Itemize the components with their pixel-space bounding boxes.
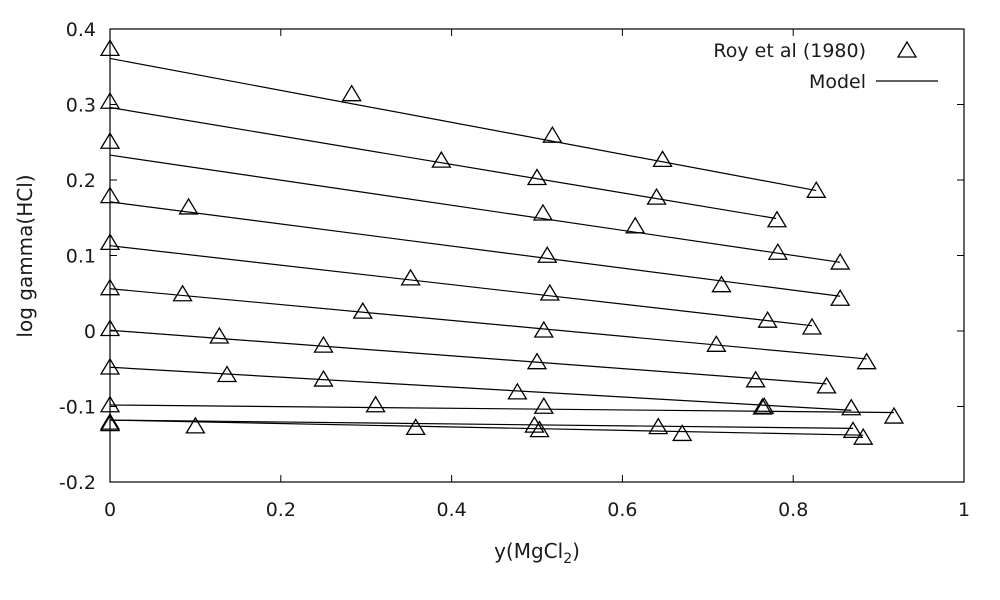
data-point-triangle — [539, 283, 560, 301]
data-point-triangle — [99, 278, 121, 296]
data-point-triangle — [526, 168, 548, 186]
data-point-triangle — [400, 268, 421, 286]
model-line — [109, 366, 852, 411]
data-point-triangle — [754, 396, 775, 414]
data-point-triangle — [99, 357, 121, 375]
data-point-triangle — [209, 326, 230, 344]
data-point-triangle — [533, 320, 554, 338]
model-line — [109, 419, 853, 429]
data-point-triangle — [533, 396, 554, 414]
data-point-triangle — [526, 352, 548, 370]
x-tick-label: 0.2 — [266, 499, 296, 521]
data-point-triangle — [99, 233, 121, 251]
x-tick-label: 0 — [104, 499, 116, 521]
y-tick-label: 0.2 — [66, 170, 96, 192]
data-point-triangle — [766, 210, 788, 228]
data-point-triangle — [99, 39, 121, 57]
data-point-triangle — [652, 150, 673, 168]
data-point-triangle — [352, 301, 373, 319]
data-point-triangle — [431, 150, 452, 168]
legend-label-roy: Roy et al (1980) — [713, 40, 866, 62]
x-axis-label: y(MgCl2) — [494, 539, 580, 567]
data-point-triangle — [806, 181, 827, 198]
axis-ticks — [109, 28, 965, 483]
data-point-triangle — [801, 317, 823, 335]
data-point-triangle — [648, 417, 669, 435]
model-line — [109, 201, 841, 297]
data-point-triangle — [883, 406, 905, 424]
data-point-triangle — [99, 91, 121, 109]
data-point-triangle — [216, 365, 238, 383]
data-point-triangle — [313, 335, 334, 353]
y-tick-label: 0 — [84, 321, 96, 343]
data-point-triangle — [507, 382, 528, 400]
data-point-triangle — [99, 131, 121, 149]
y-tick-label: 0.3 — [66, 95, 96, 117]
data-point-triangle — [625, 216, 646, 234]
x-tick-label: 1 — [958, 499, 970, 521]
data-point-triangle — [841, 398, 862, 416]
data-point-triangle — [524, 415, 545, 433]
model-line — [109, 154, 841, 263]
y-axis-label: log gamma(HCl) — [13, 174, 37, 337]
plot-frame — [109, 28, 965, 483]
model-line — [109, 57, 817, 192]
data-point-triangle — [752, 397, 773, 415]
data-point-triangle — [405, 418, 426, 436]
data-point-triangle — [745, 370, 766, 388]
data-point-triangle — [711, 275, 732, 293]
data-point-triangle — [185, 416, 206, 434]
data-point-triangle — [853, 427, 874, 445]
model-line — [109, 245, 813, 327]
model-line — [109, 419, 864, 436]
x-tick-label: 0.8 — [778, 499, 808, 521]
axis-tick-labels: 0 0.2 0.4 0.6 0.8 1 -0.2 -0.1 0 0.1 0.2 0.3 0.4 — [59, 19, 970, 521]
data-point-triangle — [542, 125, 563, 143]
data-point-triangle — [529, 420, 550, 438]
model-line — [109, 288, 867, 360]
model-line — [109, 404, 894, 414]
data-point-triangle — [856, 352, 877, 370]
data-point-triangle — [99, 319, 121, 337]
data-point-triangle — [830, 252, 851, 270]
data-point-triangle — [672, 424, 693, 442]
data-point-triangle — [178, 197, 199, 215]
data-point-triangle — [706, 335, 727, 352]
x-tick-label: 0.4 — [436, 499, 466, 521]
data-point-triangle — [757, 310, 778, 328]
y-tick-label: -0.1 — [59, 397, 96, 419]
data-point-triangle — [99, 412, 121, 430]
data-point-triangle — [99, 395, 121, 413]
data-point-triangle — [99, 186, 121, 204]
data-point-triangle — [532, 203, 554, 221]
model-lines — [109, 57, 894, 436]
y-tick-label: 0.4 — [66, 19, 96, 41]
legend: Roy et al (1980) Model — [713, 40, 938, 93]
data-point-triangle — [365, 395, 386, 413]
data-point-triangle — [767, 242, 788, 260]
model-line — [109, 329, 827, 385]
data-point-triangle — [99, 414, 121, 432]
data-point-triangle — [341, 84, 362, 102]
data-point-triangle — [537, 245, 558, 263]
data-point-triangle — [646, 187, 667, 205]
data-point-triangle — [313, 369, 334, 387]
y-tick-label: -0.2 — [59, 472, 96, 494]
model-line — [109, 106, 777, 220]
data-point-triangle — [172, 284, 193, 302]
data-markers — [99, 39, 905, 445]
data-point-triangle — [830, 289, 851, 306]
legend-triangle-marker — [896, 40, 918, 58]
x-tick-label: 0.6 — [607, 499, 637, 521]
data-point-triangle — [816, 376, 837, 394]
y-tick-label: 0.1 — [66, 246, 96, 268]
data-point-triangle — [842, 421, 864, 439]
legend-label-model: Model — [809, 71, 866, 93]
